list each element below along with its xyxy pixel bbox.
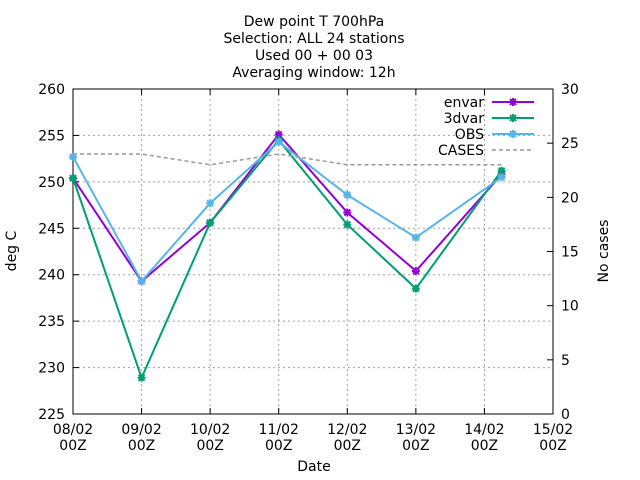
plot-frame xyxy=(72,88,554,415)
data-point xyxy=(206,218,215,227)
data-point-stroke xyxy=(69,153,77,161)
chart-title: Dew point T 700hPa Selection: ALL 24 sta… xyxy=(223,14,404,81)
x-tick-label: 10/02 xyxy=(190,422,230,438)
data-point xyxy=(509,98,517,106)
data-point xyxy=(69,174,77,183)
data-point-stroke xyxy=(206,199,214,207)
data-point-stroke xyxy=(69,174,77,182)
data-point-stroke xyxy=(137,277,146,285)
data-point xyxy=(69,152,77,161)
data-point xyxy=(411,267,420,275)
series xyxy=(69,130,506,382)
grid xyxy=(73,89,553,414)
y2-axis-label: No cases xyxy=(596,220,612,283)
data-point-stroke xyxy=(509,130,517,138)
y2-tick-label: 0 xyxy=(561,407,570,423)
data-point xyxy=(343,220,352,229)
x-axis-label: Date xyxy=(297,459,330,475)
title-line: Dew point T 700hPa xyxy=(244,14,384,30)
data-point xyxy=(411,233,420,242)
legend-label: 3dvar xyxy=(444,111,485,127)
y2-tick-label: 15 xyxy=(561,245,579,261)
x-tick-label: 15/02 xyxy=(533,422,573,438)
x-tick-label: 12/02 xyxy=(327,422,367,438)
y-tick-label: 240 xyxy=(38,268,65,284)
y2-tick-label: 20 xyxy=(561,190,579,206)
data-point-stroke xyxy=(509,114,517,122)
data-point xyxy=(274,130,283,139)
data-point-stroke xyxy=(275,130,283,139)
data-point xyxy=(497,173,506,182)
y-tick-label: 230 xyxy=(38,361,65,377)
x-tick-label: 00Z xyxy=(128,438,155,454)
data-point xyxy=(509,114,517,122)
y2-tick-label: 30 xyxy=(561,82,579,98)
data-point-stroke xyxy=(412,267,420,275)
data-point-stroke xyxy=(497,173,506,181)
x-tick-label: 00Z xyxy=(334,438,361,454)
data-point xyxy=(206,199,215,208)
x-tick-label: 00Z xyxy=(539,438,566,454)
data-point-stroke xyxy=(343,191,351,199)
legend-label: OBS xyxy=(455,127,484,143)
data-point xyxy=(274,137,283,146)
y-tick-label: 250 xyxy=(38,175,65,191)
y-axis-label: deg C xyxy=(4,230,20,271)
x-tick-label: 14/02 xyxy=(464,422,504,438)
legend-entry-envar: envar xyxy=(444,95,534,111)
data-point-stroke xyxy=(343,208,351,217)
y-tick-label: 225 xyxy=(38,407,65,423)
y-tick-label: 255 xyxy=(38,128,65,144)
data-point xyxy=(137,373,146,382)
y2-tick-label: 25 xyxy=(561,136,579,152)
title-line: Averaging window: 12h xyxy=(232,65,395,81)
y-tick-label: 260 xyxy=(38,82,65,98)
data-point xyxy=(137,277,146,286)
data-point-stroke xyxy=(497,167,506,175)
data-point-stroke xyxy=(206,219,214,227)
data-point xyxy=(343,208,352,217)
legend-entry-obs: OBS xyxy=(455,127,534,143)
data-point xyxy=(343,190,352,199)
x-tick-label: 00Z xyxy=(471,438,498,454)
legend-entry-cases: CASES xyxy=(438,143,534,159)
legend-label: envar xyxy=(444,95,484,111)
series-line-3dvar xyxy=(72,138,503,381)
data-point-stroke xyxy=(275,138,283,146)
axes: 08/0200Z09/0200Z10/0200Z11/0200Z12/0200Z… xyxy=(38,82,579,454)
data-point-stroke xyxy=(343,220,351,229)
legend-entry-3dvar: 3dvar xyxy=(444,111,534,127)
x-tick-label: 00Z xyxy=(265,438,292,454)
x-tick-label: 13/02 xyxy=(396,422,436,438)
data-point-stroke xyxy=(412,284,420,293)
y-tick-label: 235 xyxy=(38,314,65,330)
data-point xyxy=(509,130,517,138)
data-point-stroke xyxy=(412,233,420,242)
title-line: Used 00 + 00 03 xyxy=(255,48,373,64)
x-tick-label: 00Z xyxy=(196,438,223,454)
x-tick-label: 09/02 xyxy=(121,422,161,438)
series-3dvar xyxy=(69,136,506,382)
x-tick-label: 00Z xyxy=(59,438,86,454)
x-tick-label: 00Z xyxy=(402,438,429,454)
legend-label: CASES xyxy=(438,143,484,159)
data-point xyxy=(411,284,420,293)
x-tick-label: 08/02 xyxy=(53,422,93,438)
data-point-stroke xyxy=(509,98,517,106)
series-obs xyxy=(69,137,506,286)
x-tick-label: 11/02 xyxy=(259,422,299,438)
y-tick-label: 245 xyxy=(38,221,65,237)
y2-tick-label: 5 xyxy=(561,353,570,369)
data-point-stroke xyxy=(137,374,146,382)
series-cases xyxy=(73,153,502,166)
y2-tick-label: 10 xyxy=(561,299,579,315)
series-line-cases xyxy=(73,153,502,166)
title-line: Selection: ALL 24 stations xyxy=(223,31,404,47)
